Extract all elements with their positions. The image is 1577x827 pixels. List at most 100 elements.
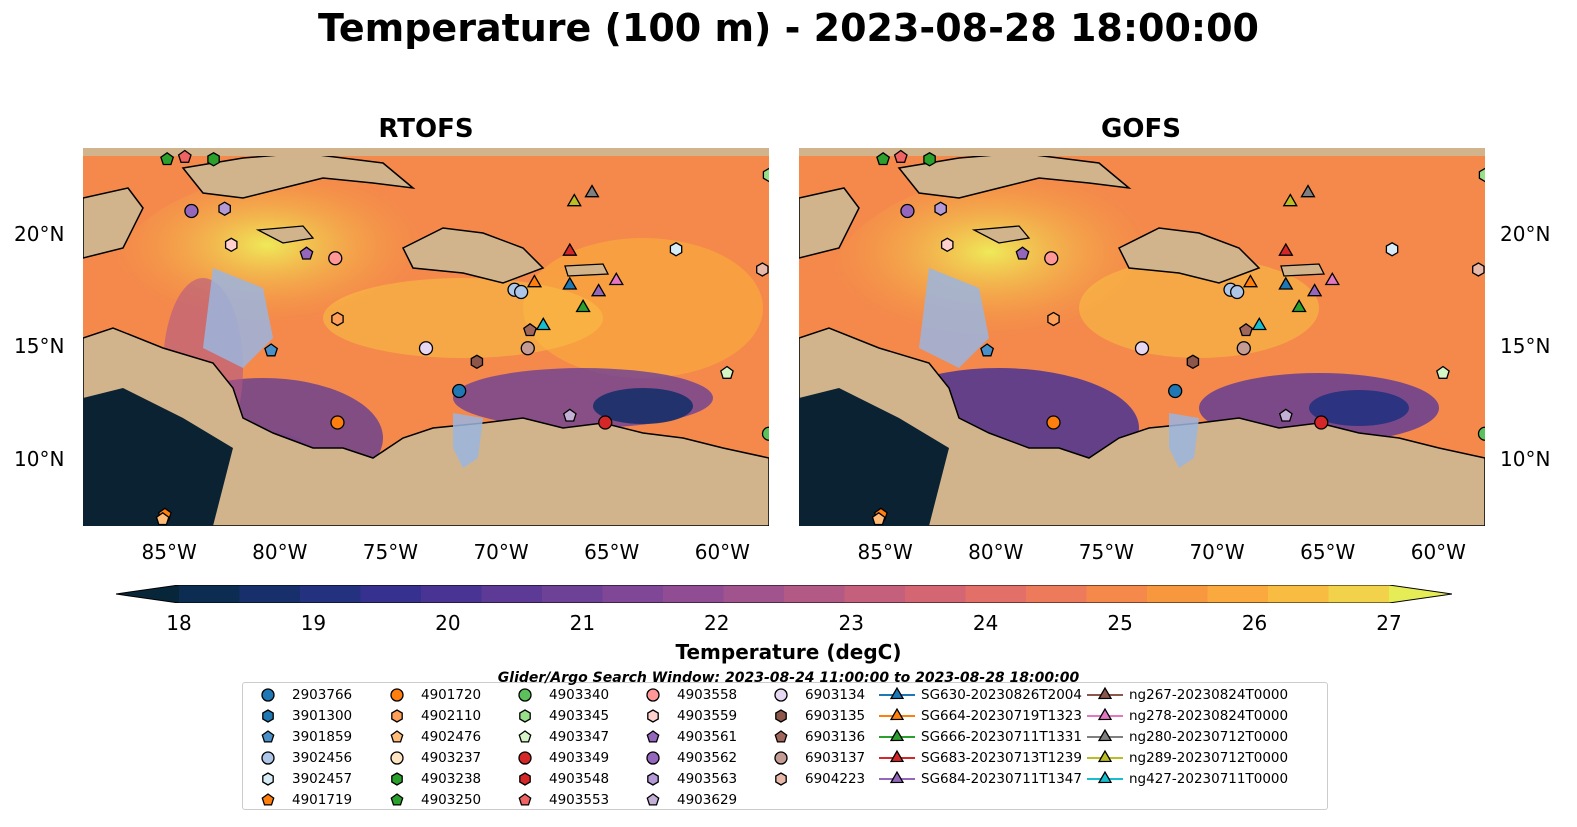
marker-4902110 <box>331 311 344 327</box>
triangle-marker-icon <box>879 707 915 721</box>
legend-item: 2903766 <box>248 686 352 704</box>
legend-item-label: 6903135 <box>805 708 866 724</box>
legend-item-label: 4903237 <box>421 750 482 766</box>
legend-item-label: ng289-20230712T0000 <box>1129 750 1289 766</box>
legend-item-label: 3902456 <box>292 750 353 766</box>
legend-item-label: 4903345 <box>549 708 610 724</box>
legend-item: 4903553 <box>505 791 609 809</box>
pentagon-marker-icon <box>390 730 404 743</box>
marker-4903345 <box>762 167 769 183</box>
legend-item-label: 6903136 <box>805 729 866 745</box>
colorbar-extend-max <box>1389 585 1452 603</box>
legend-marker <box>391 709 403 723</box>
triangle-marker-icon <box>879 749 915 763</box>
lat-tick-label: 10°N <box>14 446 65 471</box>
colorbar-segment <box>239 585 301 603</box>
marker-4903563 <box>218 201 231 216</box>
legend-marker <box>390 793 404 806</box>
legend-marker <box>1097 749 1113 763</box>
legend-marker <box>262 772 274 786</box>
pentagon-marker-icon <box>518 730 532 743</box>
marker-2903766 <box>1168 383 1183 399</box>
figure-title: Temperature (100 m) - 2023-08-28 18:00:0… <box>317 6 1259 50</box>
legend-item-label: 4903548 <box>549 771 610 787</box>
colorbar-extend-min <box>116 585 179 603</box>
lon-tick-label: 70°W <box>1189 540 1245 564</box>
marker-ng427 <box>535 317 551 331</box>
circle-marker-icon <box>774 751 788 765</box>
marker-4902110 <box>1047 311 1060 327</box>
legend-item: 3901859 <box>248 728 352 746</box>
colorbar-segment <box>663 585 724 603</box>
legend-marker <box>261 730 275 743</box>
legend-item: 4901719 <box>248 791 352 809</box>
marker-SG630 <box>1278 276 1294 290</box>
pacific-ocean <box>799 388 949 526</box>
marker-ng280 <box>1300 184 1316 198</box>
marker-2903766 <box>452 383 467 399</box>
panel-title-rtofs: RTOFS <box>378 114 474 144</box>
marker-6903136 <box>1239 323 1253 337</box>
colorbar-segment <box>481 585 543 603</box>
legend-item: 4901720 <box>377 686 481 704</box>
colorbar-tick-label: 19 <box>300 611 327 635</box>
marker-4903561 <box>1015 246 1030 260</box>
pentagon-marker-icon <box>390 793 404 806</box>
legend-marker <box>1097 770 1113 784</box>
legend-item: 4903345 <box>505 707 609 725</box>
hexagon-marker-icon <box>647 772 659 786</box>
legend-marker <box>518 793 532 806</box>
marker-4903559 <box>940 237 954 253</box>
shelf-nicaragua <box>203 268 273 368</box>
marker-ng280 <box>584 184 600 198</box>
legend-item: 3901300 <box>248 707 352 725</box>
marker-3901859 <box>264 343 279 357</box>
circle-marker-icon <box>646 751 660 765</box>
marker-SG666 <box>575 299 591 313</box>
pacific-ocean <box>83 388 233 526</box>
land-central-south-america <box>83 327 769 526</box>
triangle-marker-icon <box>1087 728 1123 742</box>
marker-6903137 <box>1236 341 1251 356</box>
legend-item-label: 4903561 <box>677 729 738 745</box>
pentagon-marker-icon <box>646 730 660 743</box>
colorbar-segment <box>723 585 785 603</box>
legend-item-label: 4901720 <box>421 687 482 703</box>
marker-4903553 <box>177 149 192 163</box>
colorbar-tick-label: 18 <box>166 611 192 635</box>
colorbar-tick-label: 23 <box>838 611 864 635</box>
legend-item-label: ng278-20230824T0000 <box>1129 708 1289 724</box>
colorbar-tick-label: 25 <box>1107 611 1133 635</box>
marker-4903562 <box>900 203 915 219</box>
legend-marker <box>889 749 905 763</box>
colorbar-segment <box>1268 585 1329 603</box>
legend-marker <box>1097 728 1113 742</box>
colorbar-segment <box>1086 585 1148 603</box>
pentagon-marker-icon <box>261 793 275 806</box>
legend-marker <box>646 730 660 743</box>
hexagon-marker-icon <box>391 709 403 723</box>
marker-SG683 <box>1278 242 1294 256</box>
lon-tick-label: 80°W <box>968 540 1024 564</box>
marker-ng278 <box>608 272 624 286</box>
legend-marker <box>261 793 275 806</box>
colorbar-segment <box>844 585 906 603</box>
map-panel-gofs <box>799 148 1485 526</box>
marker-4903558 <box>1044 251 1059 266</box>
lat-tick-label: 20°N <box>14 221 65 246</box>
legend-item: 4903237 <box>377 749 481 767</box>
marker-4903345 <box>1478 167 1485 183</box>
hexagon-marker-icon <box>775 772 787 786</box>
legend-item-label: 4903629 <box>677 792 738 808</box>
marker-4901720 <box>1046 415 1061 430</box>
hexagon-marker-icon <box>519 709 531 723</box>
legend-item: 4902110 <box>377 707 481 725</box>
lon-tick-label: 75°W <box>1078 540 1135 564</box>
legend-marker <box>647 709 659 723</box>
colorbar-tick-label: 27 <box>1376 611 1402 635</box>
land-florida-edge <box>83 148 769 156</box>
legend-item: 6903137 <box>761 749 865 767</box>
lon-tick-label: 80°W <box>252 540 308 564</box>
legend-item-label: 4903347 <box>549 729 610 745</box>
legend-item-label: 6903137 <box>805 750 866 766</box>
